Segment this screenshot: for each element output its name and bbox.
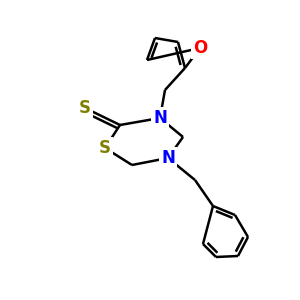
Text: S: S [99, 139, 111, 157]
Text: S: S [79, 99, 91, 117]
Text: O: O [193, 39, 207, 57]
Text: N: N [161, 149, 175, 167]
Text: N: N [153, 109, 167, 127]
